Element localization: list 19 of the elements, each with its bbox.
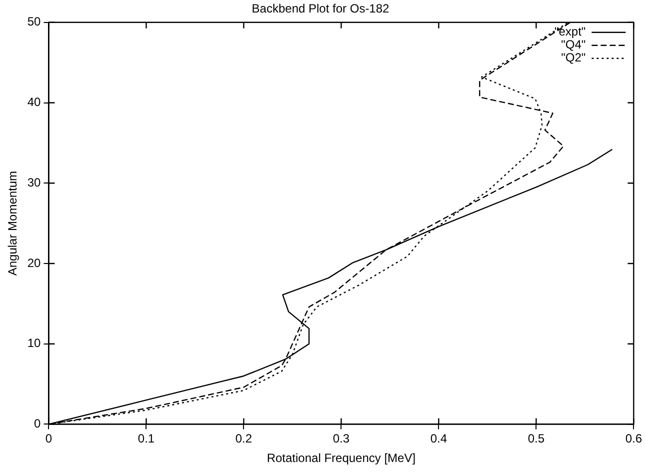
- y-tick-label: 50: [27, 14, 42, 29]
- legend-label: "Q4": [561, 38, 586, 52]
- x-axis-title: Rotational Frequency [MeV]: [266, 451, 416, 466]
- legend-label: "Q2": [561, 50, 586, 65]
- legend-label: "expt": [554, 24, 586, 39]
- y-tick-label: 20: [27, 256, 42, 270]
- y-tick-label: 10: [27, 336, 42, 350]
- y-axis-title: Angular Momentum: [6, 170, 20, 276]
- y-tick-label: 0: [34, 416, 42, 431]
- x-tick-label: 0.5: [528, 432, 545, 446]
- x-tick-label: 0: [45, 432, 52, 446]
- x-tick-label: 0.3: [332, 432, 350, 446]
- chart-title: Backbend Plot for Os-182: [252, 2, 390, 16]
- x-tick-label: 0.1: [138, 432, 155, 446]
- y-tick-label: 40: [27, 95, 42, 110]
- x-tick-label: 0.2: [235, 432, 252, 446]
- x-tick-label: 0.6: [625, 432, 642, 446]
- x-tick-label: 0.4: [430, 432, 448, 446]
- y-tick-label: 30: [27, 175, 42, 190]
